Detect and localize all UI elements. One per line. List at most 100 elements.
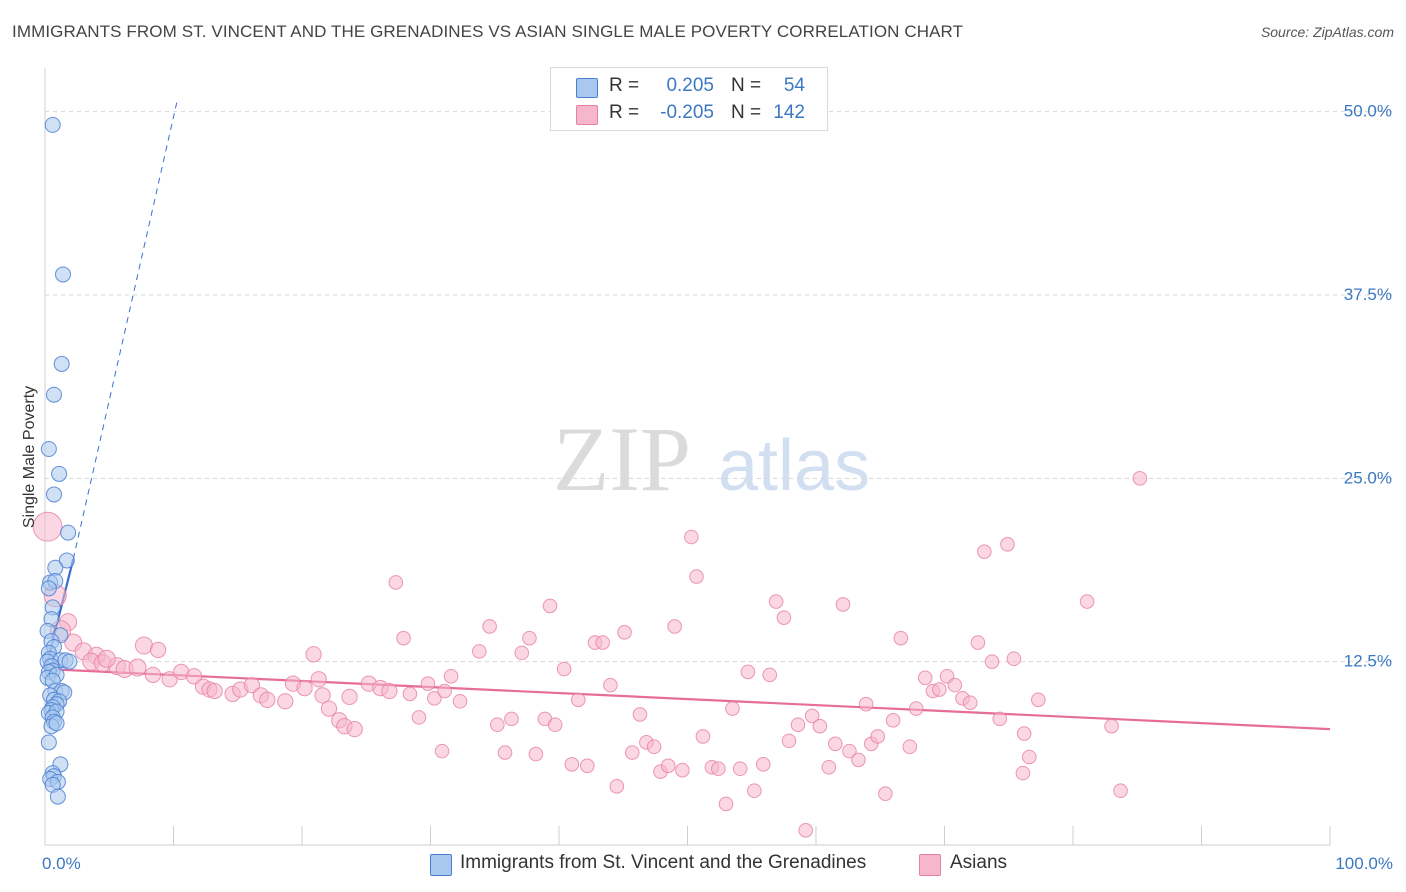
asians-point	[756, 757, 771, 772]
asians-point	[776, 610, 792, 625]
asians-point	[128, 658, 147, 677]
asians-point	[243, 676, 261, 694]
asians-point	[1132, 471, 1148, 486]
asians-point	[1015, 765, 1031, 781]
asians-point	[1079, 594, 1095, 609]
legend-row-asians: R = -0.205 N = 142	[551, 101, 827, 127]
asians-point	[305, 646, 322, 663]
asians-point	[144, 666, 162, 684]
immigrants-point	[53, 355, 70, 372]
asians-point	[798, 823, 814, 838]
chart-title: IMMIGRANTS FROM ST. VINCENT AND THE GREN…	[12, 22, 964, 41]
asians-point	[870, 729, 885, 744]
asians-point	[1022, 749, 1037, 765]
asians-point	[725, 701, 740, 716]
asians-point	[402, 686, 418, 702]
asians-point	[522, 630, 537, 646]
y-tick-label: 37.5%	[1344, 285, 1392, 304]
asians-point	[396, 630, 411, 646]
legend-swatch-immigrants	[576, 78, 598, 98]
asians-point	[32, 511, 63, 542]
asians-point	[768, 594, 784, 609]
asians-point	[858, 696, 874, 712]
asians-point	[962, 695, 978, 711]
asians-point	[134, 636, 153, 655]
asians-point	[624, 745, 640, 760]
immigrants-point	[40, 734, 57, 751]
asians-point	[206, 682, 223, 700]
asians-point	[835, 597, 851, 612]
asians-point	[314, 687, 331, 704]
asians-point	[646, 739, 662, 755]
asians-point	[411, 710, 427, 725]
axes	[44, 68, 1331, 846]
asians-point	[320, 700, 338, 717]
y-tick-label: 12.5%	[1344, 652, 1392, 671]
immigrants-point	[61, 653, 78, 670]
immigrants-point	[54, 266, 71, 283]
bottom-legend-swatch-immigrants	[430, 854, 452, 876]
asians-point	[1006, 651, 1022, 667]
asians-point	[695, 729, 711, 744]
y-tick-label: 50.0%	[1344, 102, 1392, 121]
asians-point	[564, 757, 580, 772]
immigrants-point	[40, 580, 57, 597]
asians-point	[609, 779, 625, 794]
asians-point	[277, 693, 294, 710]
asians-point	[595, 635, 610, 650]
asians-point	[482, 619, 497, 634]
correlation-legend: R = 0.205 N = 54 R = -0.205 N = 142	[550, 67, 828, 131]
asians-point	[718, 796, 734, 812]
asians-point	[97, 649, 116, 668]
immigrants-point	[45, 386, 62, 403]
asians-point	[514, 645, 530, 661]
immigrants-point	[49, 788, 66, 805]
asians-point	[346, 720, 363, 738]
asians-point	[1104, 718, 1119, 734]
asians-point	[434, 743, 450, 759]
asians-point	[427, 691, 442, 706]
immigrants-trend-extension	[72, 99, 178, 560]
legend-r-label: R =	[609, 75, 640, 96]
legend-n-label: N =	[731, 102, 762, 123]
y-tick-label: 25.0%	[1344, 468, 1392, 487]
asians-point	[821, 759, 837, 775]
asians-point	[902, 739, 918, 755]
asians-point	[1016, 726, 1032, 741]
watermark-atlas: atlas	[718, 426, 870, 506]
asians-point	[185, 668, 203, 685]
asians-point	[878, 786, 893, 801]
asians-point	[443, 669, 459, 684]
asians-point	[893, 630, 909, 646]
asians-point	[632, 707, 648, 722]
asians-point	[917, 670, 933, 686]
asians-points	[32, 471, 1148, 838]
asians-point	[684, 529, 699, 545]
asians-point	[932, 682, 947, 697]
asians-point	[732, 761, 748, 777]
bottom-legend-label-immigrants: Immigrants from St. Vincent and the Gren…	[460, 852, 867, 873]
asians-point	[570, 692, 586, 708]
asians-point	[762, 667, 778, 683]
asians-point	[977, 544, 992, 559]
asians-point	[1113, 783, 1128, 799]
asians-point	[711, 761, 726, 777]
tick-labels: 12.5% 25.0% 37.5% 50.0% 0.0% 100.0%	[42, 102, 1393, 873]
asians-point	[984, 654, 1000, 669]
asians-point	[310, 671, 327, 688]
asians-point	[992, 711, 1008, 727]
asians-point	[617, 625, 632, 640]
immigrants-point	[44, 116, 61, 133]
legend-r-value: -0.205	[660, 102, 714, 123]
asians-point	[547, 717, 563, 733]
asians-point	[542, 598, 558, 614]
asians-point	[420, 676, 436, 691]
asians-point	[781, 733, 797, 749]
asians-point	[747, 783, 762, 799]
source-label: Source: ZipAtlas.com	[1260, 24, 1394, 40]
asians-trend-line	[44, 667, 1331, 731]
y-axis-label: Single Male Poverty	[21, 386, 38, 528]
asians-point	[149, 641, 167, 659]
legend-n-value: 142	[773, 102, 805, 123]
asians-point	[452, 693, 468, 709]
